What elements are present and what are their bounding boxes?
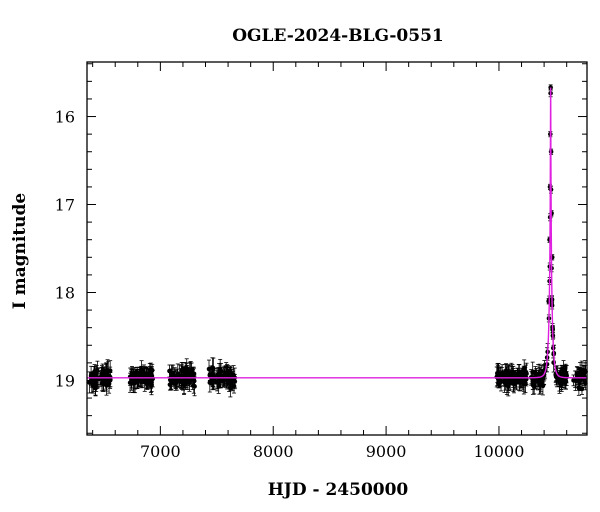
x-tick-label: 10000 [474,442,525,461]
data-point [521,366,527,371]
chart-title: OGLE-2024-BLG-0551 [232,26,444,46]
data-point [563,371,568,376]
data-point [510,369,516,375]
data-point [502,378,508,384]
data-point [577,378,583,383]
data-point [173,381,179,386]
data-point [191,383,197,388]
data-point [184,366,190,371]
x-axis-label: HJD - 2450000 [268,480,409,500]
x-tick-label: 8000 [253,442,294,461]
data-point [175,371,181,377]
data-point [101,370,107,376]
data-point [149,382,154,388]
model-curve [87,87,587,379]
x-tick-label: 9000 [366,442,407,461]
data-points [87,84,588,398]
data-point [181,382,187,388]
data-point [499,370,505,375]
data-point [217,366,223,372]
data-point [169,371,174,377]
axis-ticks: 7000 8000 9000 10000 16 17 18 19 [55,62,587,461]
data-point [538,380,543,386]
data-point [505,383,511,388]
data-point [581,373,587,378]
data-point [128,374,134,380]
data-point [516,379,522,385]
data-point [188,369,193,375]
y-tick-label: 19 [55,371,75,390]
x-tick-label: 7000 [140,442,181,461]
data-point [231,372,236,378]
data-point [93,382,99,388]
y-tick-label: 16 [55,108,75,127]
data-point [511,381,516,386]
data-point [105,367,110,373]
y-axis-label: I magnitude [10,193,30,310]
data-point [184,373,190,378]
data-point [576,385,582,391]
data-point [141,371,147,376]
data-point [549,254,555,260]
data-point [167,382,173,387]
data-point [191,371,197,377]
data-point [557,377,563,383]
data-point [101,374,106,380]
y-tick-label: 18 [55,283,75,302]
data-point [179,368,185,374]
data-point [531,384,537,389]
data-point [106,381,112,387]
data-point [223,370,229,376]
data-point [506,377,512,383]
plot-frame [86,61,588,436]
y-tick-label: 17 [55,196,75,215]
data-point [211,366,216,371]
data-point [95,368,100,374]
data-point [214,379,220,385]
data-point [148,366,154,372]
